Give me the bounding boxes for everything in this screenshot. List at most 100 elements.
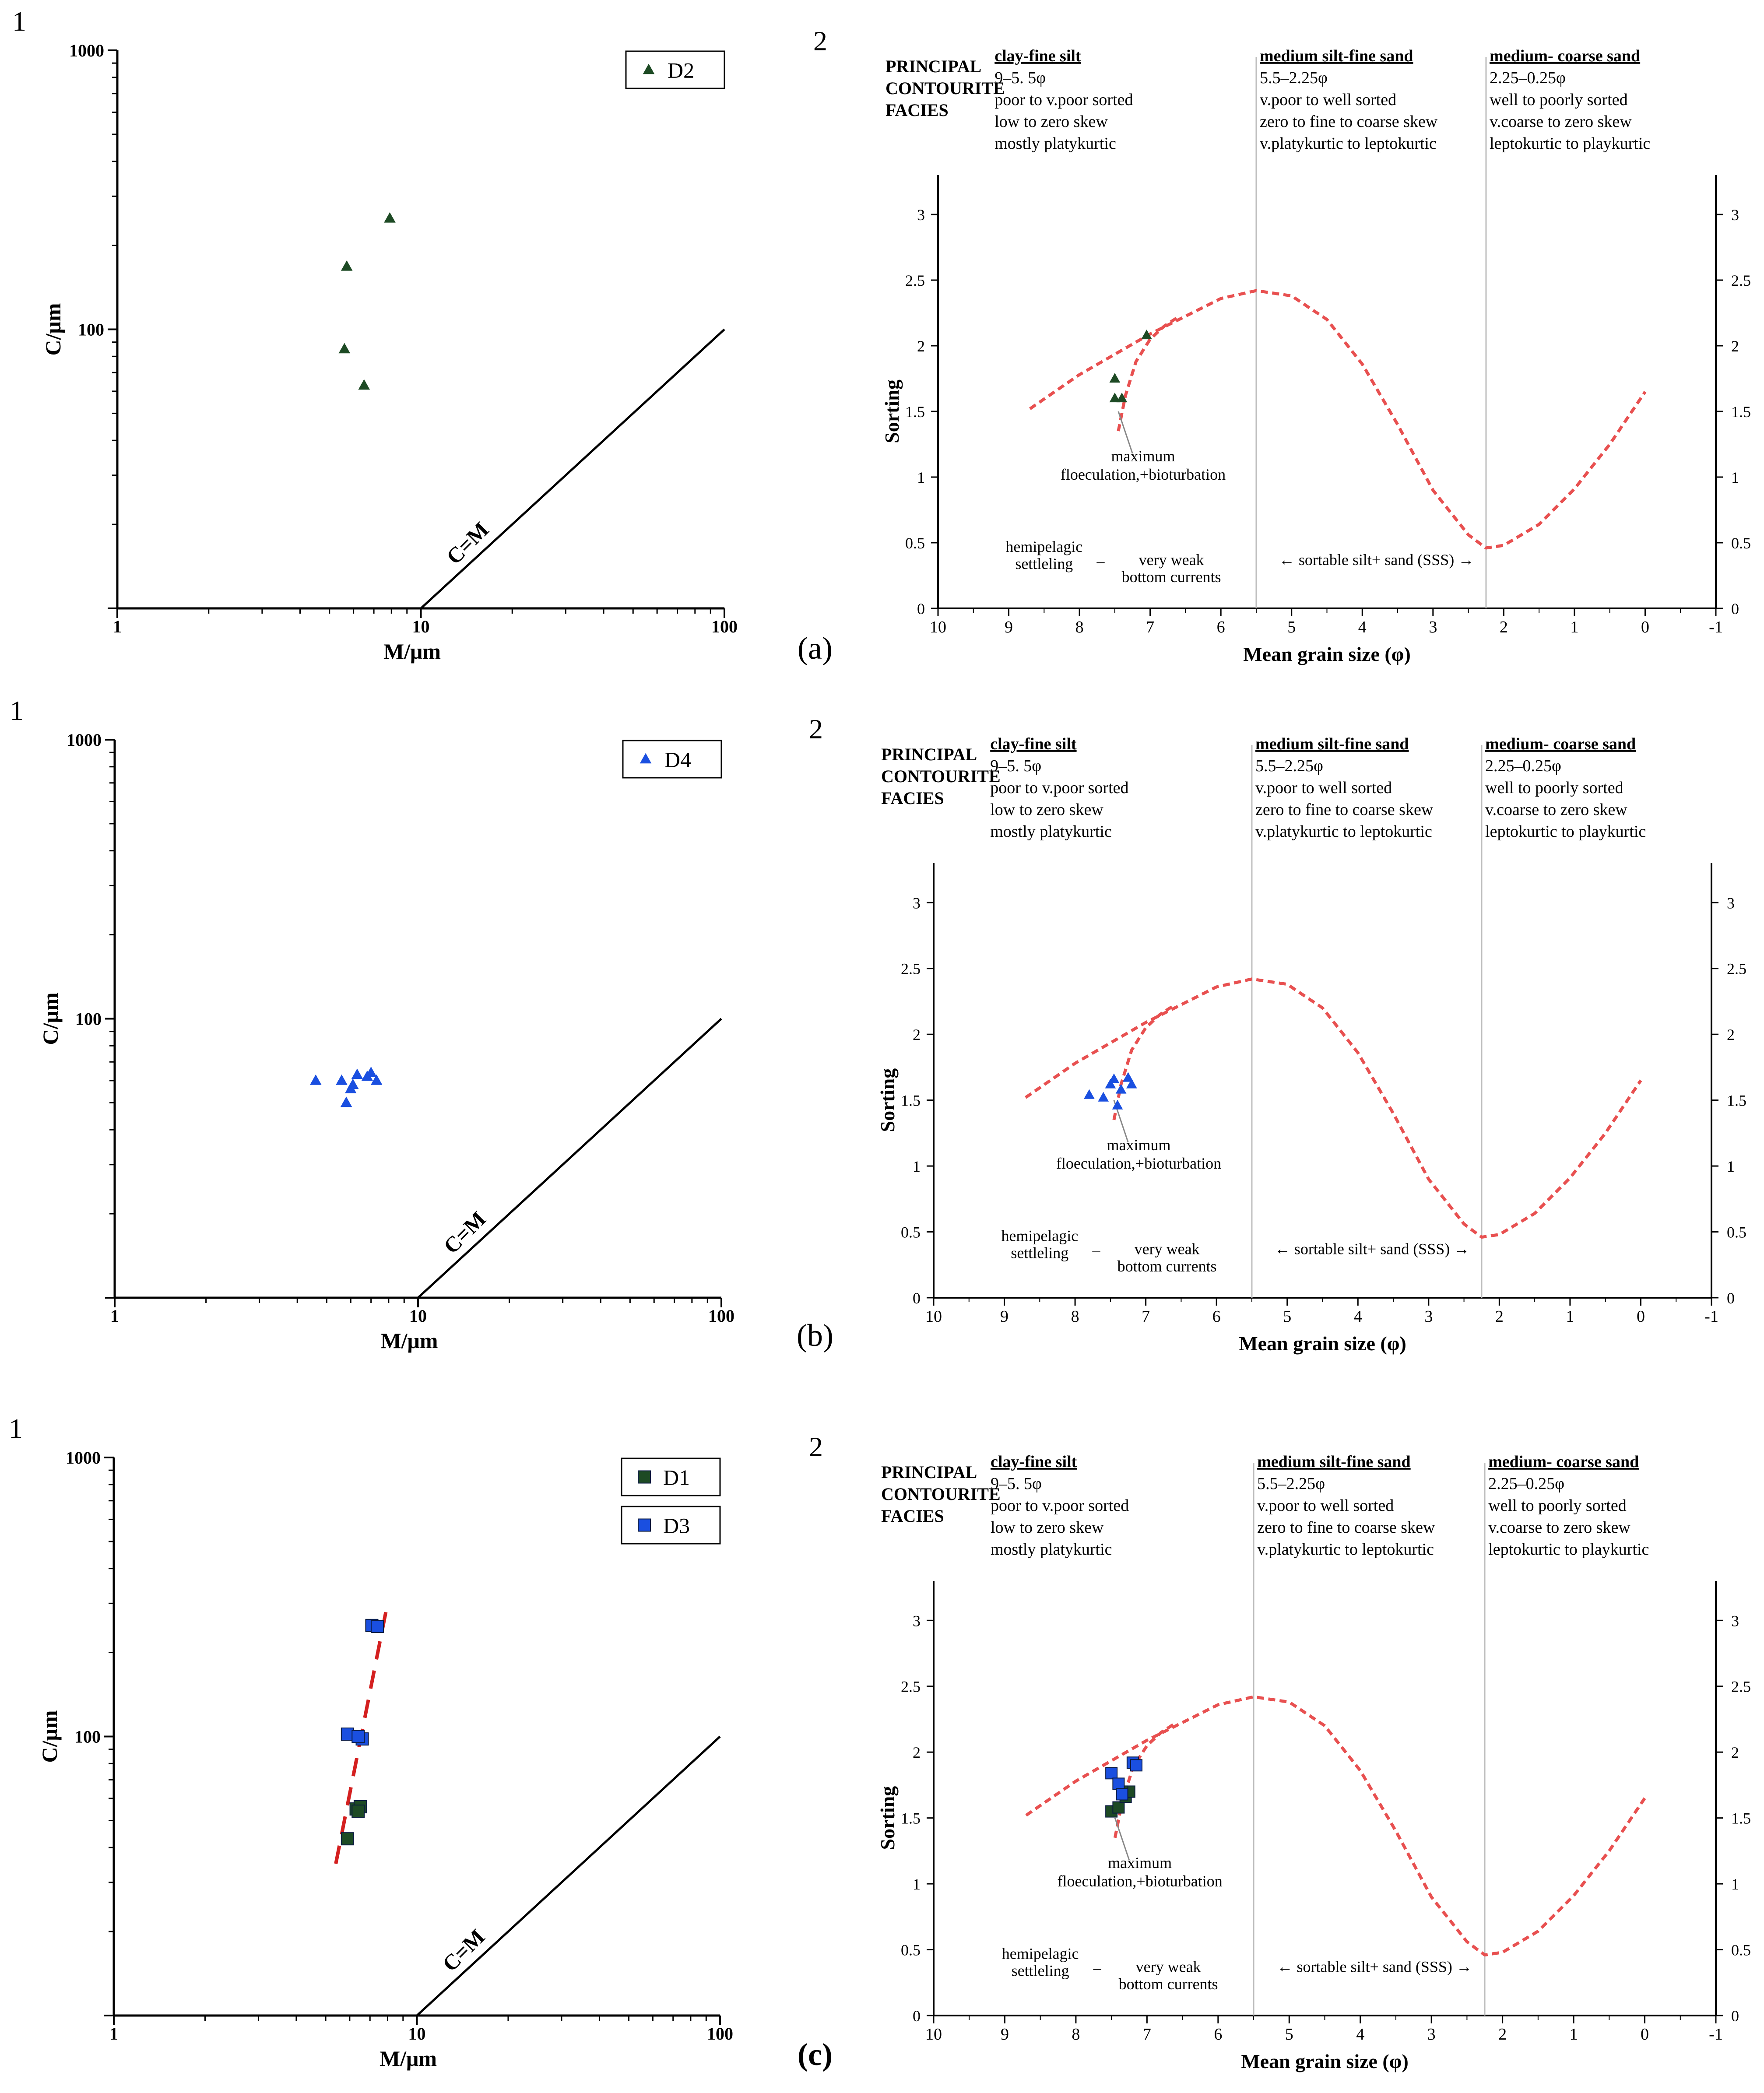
- y-tick-label-right: 3: [1731, 206, 1739, 224]
- y-tick-label-right: 2.5: [1731, 1678, 1751, 1696]
- x-tick-label: -1: [1709, 618, 1723, 636]
- data-point-D4: [370, 1074, 383, 1085]
- x-tick-label: 8: [1072, 2025, 1080, 2044]
- x-tick-label: 6: [1214, 2025, 1222, 2044]
- y-tick-label-left: 2.5: [901, 960, 921, 978]
- data-point-D2: [1141, 330, 1152, 340]
- facies-column-1-line: 9–5. 5φ: [994, 69, 1046, 87]
- x-tick-label: 2: [1498, 2025, 1507, 2044]
- facies-title: PRINCIPAL: [881, 744, 977, 764]
- y-tick-label-left: 0: [913, 1289, 921, 1307]
- series-D4: [1084, 1072, 1137, 1110]
- panel-number: 2: [809, 713, 823, 744]
- x-tick-label: 2: [1500, 618, 1508, 636]
- data-point-D4: [1122, 1072, 1134, 1082]
- x-tick-label: 7: [1142, 1307, 1150, 1326]
- y-tick-label-right: 1: [1731, 469, 1739, 486]
- facies-column-3-head: medium- coarse sand: [1488, 1453, 1639, 1471]
- facies-column-1-line: poor to v.poor sorted: [994, 91, 1133, 109]
- y-tick-label-left: 0.5: [901, 1942, 921, 1959]
- facies-column-2-line: v.poor to well sorted: [1260, 91, 1396, 109]
- x-tick-label: 4: [1354, 1307, 1362, 1326]
- data-point-D4: [351, 1068, 363, 1079]
- panel-number: 1: [10, 695, 24, 726]
- series-D2: [338, 212, 396, 390]
- facies-column-2-line: zero to fine to coarse skew: [1255, 801, 1434, 819]
- hemipelagic-label: hemipelagic: [1002, 1945, 1079, 1963]
- y-tick-label-right: 1: [1731, 1875, 1739, 1893]
- y-tick-label-left: 1: [913, 1875, 921, 1893]
- x-tick-label: 3: [1427, 2025, 1436, 2044]
- data-point-D2: [1116, 393, 1128, 403]
- y-tick-label-right: 1.5: [1731, 403, 1751, 421]
- facies-title: FACIES: [881, 788, 944, 808]
- x-tick-label: 1: [1570, 618, 1578, 636]
- facies-title: FACIES: [886, 100, 949, 120]
- facies-column-3-line: well to poorly sorted: [1485, 779, 1623, 797]
- x-tick-label: 9: [1000, 1307, 1009, 1326]
- facies-column-2-line: 5.5–2.25φ: [1257, 1475, 1325, 1493]
- x-tick-label: 9: [1005, 618, 1013, 636]
- facies-column-2-head: medium silt-fine sand: [1255, 735, 1409, 753]
- y-tick-label-left: 0: [917, 600, 925, 618]
- bottom-currents-label: bottom currents: [1122, 568, 1221, 586]
- data-point-D3: [1112, 1777, 1125, 1790]
- y-tick-label-left: 0: [913, 2007, 921, 2025]
- data-point-D4: [1098, 1092, 1109, 1102]
- x-tick-label: 3: [1429, 618, 1437, 636]
- y-tick-label-right: 2.5: [1731, 272, 1751, 289]
- facies-column-3-head: medium- coarse sand: [1485, 735, 1636, 753]
- settleling-label: settleling: [1015, 555, 1073, 572]
- x-tick-label: 10: [412, 617, 430, 636]
- y-axis-label: Sorting: [876, 1068, 899, 1132]
- panel-number: 1: [9, 1413, 23, 1444]
- envelope-upper-curve: [1025, 977, 1642, 1239]
- y-tick-label: 1000: [67, 730, 102, 750]
- x-tick-label: 4: [1356, 2025, 1364, 2044]
- envelope-lower-curve: [1113, 1722, 1177, 1838]
- data-point-D2: [384, 212, 396, 223]
- y-tick-label-left: 0.5: [905, 534, 925, 552]
- series-D1: [341, 1800, 367, 1846]
- x-tick-label: 0: [1641, 618, 1649, 636]
- x-tick-label: 1: [110, 1306, 119, 1326]
- facies-column-1-line: mostly platykurtic: [991, 1540, 1112, 1559]
- facies-column-3-line: leptokurtic to playkurtic: [1488, 1540, 1649, 1559]
- data-point-D2: [341, 260, 353, 271]
- y-tick-label-right: 0.5: [1727, 1224, 1746, 1241]
- facies-column-1-head: clay-fine silt: [990, 735, 1077, 753]
- series-D3: [1105, 1756, 1142, 1801]
- y-tick-label-left: 3: [913, 1612, 921, 1629]
- data-point-D3: [1105, 1767, 1118, 1780]
- facies-column-2-line: 5.5–2.25φ: [1255, 757, 1323, 775]
- y-tick-label: 100: [78, 320, 104, 340]
- bottom-currents-label: bottom currents: [1117, 1257, 1217, 1275]
- c-equals-m-line: [417, 1018, 722, 1299]
- envelope-upper-curve: [1025, 1695, 1646, 1957]
- bottom-currents-label: bottom currents: [1119, 1975, 1218, 1993]
- x-tick-label: 100: [707, 2024, 733, 2044]
- very-weak-label: very weak: [1139, 551, 1204, 569]
- panel-number: 2: [809, 1431, 823, 1462]
- x-tick-label: -1: [1709, 2025, 1723, 2044]
- annotation-maximum: maximum: [1108, 1854, 1172, 1872]
- x-axis-label: Mean grain size (φ): [1241, 2050, 1409, 2072]
- y-tick-label-right: 1.5: [1727, 1092, 1746, 1110]
- y-tick-label-left: 3: [913, 894, 921, 912]
- data-point-D2: [1109, 373, 1121, 383]
- sorting-plot-2: 210 9 8 7 6 5 4 3 2 1 0 -10 00.5 0.51 11.5 1.52 22.5 2.53…: [809, 713, 1746, 1355]
- y-tick-label-right: 2: [1727, 1026, 1735, 1043]
- y-tick-label-right: 2.5: [1727, 960, 1746, 978]
- annotation-maximum: maximum: [1111, 447, 1175, 465]
- facies-column-1-line: poor to v.poor sorted: [991, 1496, 1129, 1515]
- envelope-lower-curve: [1112, 1004, 1175, 1120]
- x-tick-label: 10: [925, 2025, 942, 2044]
- y-tick-label-right: 0: [1731, 2007, 1739, 2025]
- y-tick-label-left: 2: [917, 337, 925, 355]
- facies-column-1-head: clay-fine silt: [994, 47, 1081, 65]
- legend-marker-icon: [640, 753, 652, 764]
- y-axis-label: C/μm: [38, 993, 63, 1045]
- y-axis-label: C/μm: [37, 1710, 62, 1763]
- y-tick-label-right: 1: [1727, 1158, 1735, 1175]
- facies-column-1-line: mostly platykurtic: [990, 822, 1112, 841]
